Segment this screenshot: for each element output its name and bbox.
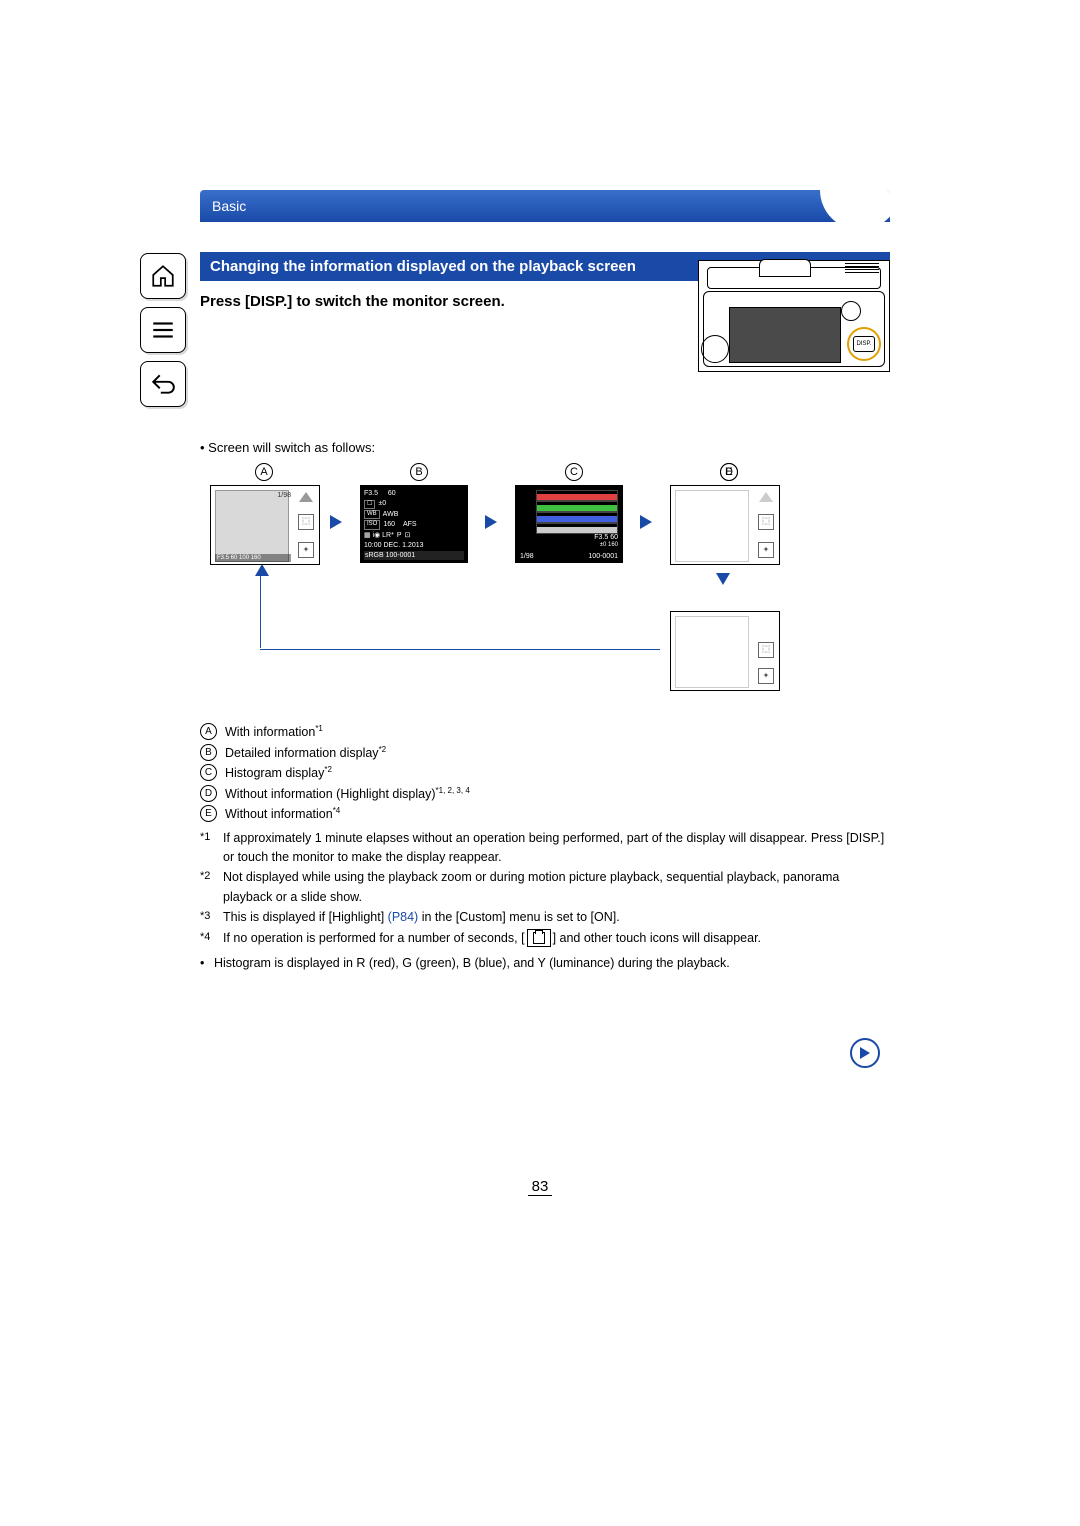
- thumb-a-info: F3.5 60 100 160: [215, 554, 291, 562]
- legend-row: EWithout information*4: [200, 805, 890, 825]
- camera-illustration: DISP.: [698, 260, 890, 372]
- flow-label-e: E: [720, 463, 738, 481]
- back-icon[interactable]: [140, 361, 186, 407]
- flow-arrow-icon: [330, 515, 342, 529]
- flow-arrow-icon: [485, 515, 497, 529]
- flow-label-a: A: [255, 463, 273, 481]
- footnote-row: *3This is displayed if [Highlight] (P84)…: [200, 908, 890, 927]
- disp-button-highlight: DISP.: [847, 327, 881, 361]
- display-mode-d: ⿴✦: [670, 485, 780, 565]
- sidebar-nav: [140, 253, 190, 415]
- display-mode-c: R G B Y F3.5 60±0 160 1/98100-0001: [515, 485, 623, 563]
- page-ref-link[interactable]: (P84): [388, 910, 419, 924]
- flow-arrow-down-icon: [716, 573, 730, 585]
- subnote: • Screen will switch as follows:: [200, 440, 890, 455]
- display-flow-diagram: A B C D E ⿴✦ 1/98 F3.5 60 100 160: [200, 463, 890, 713]
- page-number: 83: [0, 1178, 1080, 1195]
- footnote-row: *2Not displayed while using the playback…: [200, 868, 890, 907]
- flow-arrow-icon: [640, 515, 652, 529]
- display-mode-a: ⿴✦ 1/98 F3.5 60 100 160: [210, 485, 320, 565]
- page-content: Basic Changing the information displayed…: [200, 190, 890, 973]
- footnote-row: *4If no operation is performed for a num…: [200, 929, 890, 948]
- legend-row: CHistogram display*2: [200, 764, 890, 784]
- footnote-row: *1If approximately 1 minute elapses with…: [200, 829, 890, 868]
- display-mode-legend: AWith information*1 BDetailed informatio…: [200, 723, 890, 948]
- toc-icon[interactable]: [140, 307, 186, 353]
- legend-row: BDetailed information display*2: [200, 744, 890, 764]
- legend-row: AWith information*1: [200, 723, 890, 743]
- histogram-note: •Histogram is displayed in R (red), G (g…: [200, 954, 890, 973]
- home-icon[interactable]: [140, 253, 186, 299]
- display-mode-e: ⿴✦: [670, 611, 780, 691]
- display-mode-b: F3.5 60 ☐±0 WBAWB ISO160 AFS ▦ i◉ LR* P …: [360, 485, 468, 563]
- breadcrumb-bar: Basic: [200, 190, 890, 222]
- disp-button-label: DISP.: [853, 336, 875, 352]
- legend-row: DWithout information (Highlight display)…: [200, 785, 890, 805]
- manual-page: Basic Changing the information displayed…: [0, 0, 1080, 1526]
- breadcrumb: Basic: [200, 198, 246, 214]
- flow-arrow-up-icon: [255, 564, 269, 576]
- flow-label-c: C: [565, 463, 583, 481]
- next-page-icon[interactable]: [850, 1038, 880, 1068]
- trash-icon: [527, 929, 551, 947]
- flow-label-b: B: [410, 463, 428, 481]
